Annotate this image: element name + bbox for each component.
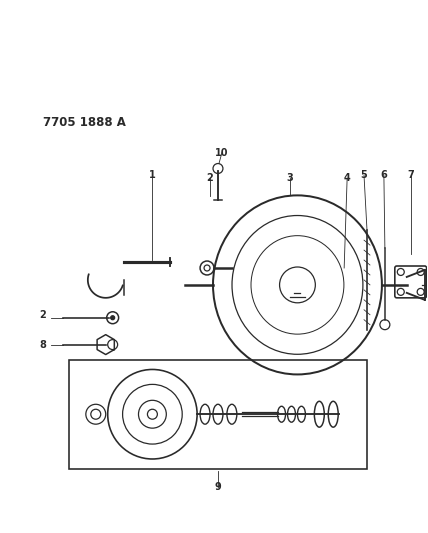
Circle shape <box>111 316 115 320</box>
Bar <box>69 360 367 469</box>
Text: 4: 4 <box>344 173 351 183</box>
Text: 8: 8 <box>40 340 47 350</box>
Text: 1: 1 <box>149 171 156 181</box>
Text: 10: 10 <box>215 148 229 158</box>
Text: 2: 2 <box>40 310 47 320</box>
Text: 7705 1888 A: 7705 1888 A <box>43 116 126 129</box>
Text: 6: 6 <box>380 171 387 181</box>
Text: 2: 2 <box>207 173 214 183</box>
Text: 9: 9 <box>214 482 221 492</box>
Text: 7: 7 <box>407 171 414 181</box>
Text: 3: 3 <box>286 173 293 183</box>
Text: 5: 5 <box>361 171 367 181</box>
